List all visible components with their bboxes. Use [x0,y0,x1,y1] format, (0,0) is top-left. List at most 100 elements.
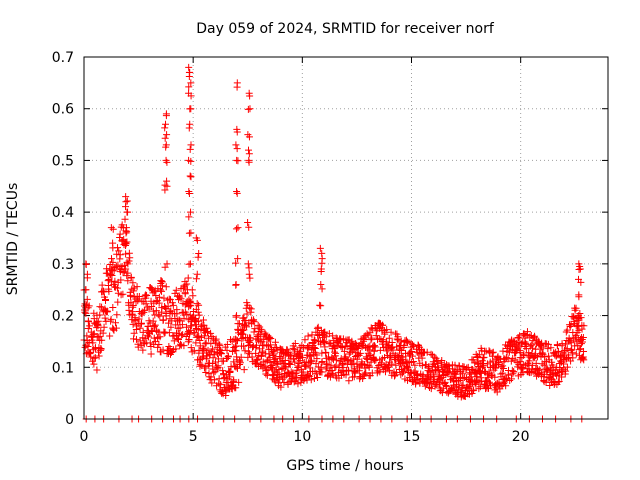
data-point [176,340,184,348]
data-point [371,342,379,350]
data-point [84,304,92,312]
data-point [237,325,245,333]
data-point [163,177,171,185]
data-point [223,341,231,349]
data-point [109,225,117,233]
data-point [310,343,318,351]
data-point [383,347,391,355]
data-point [94,333,102,341]
data-point [540,361,548,369]
data-point [209,354,217,362]
data-point [244,218,252,226]
data-point [345,350,353,358]
data-point [511,341,519,349]
data-point [261,362,269,370]
data-point [86,322,94,330]
data-point [402,362,410,370]
data-point [232,313,240,321]
data-point [332,334,340,342]
data-point [400,367,408,375]
data-point [502,382,510,390]
data-point [263,357,271,365]
data-point [230,377,238,385]
data-point [292,369,300,377]
data-point [200,332,208,340]
data-point [164,302,172,310]
data-point [267,334,275,342]
data-point [415,342,423,350]
data-point [192,321,200,329]
data-point [122,240,130,248]
data-point [192,339,200,347]
data-point [95,352,103,360]
data-point [113,311,121,319]
data-point [85,318,93,326]
data-point [501,376,509,384]
data-point [90,360,98,368]
data-point [245,270,253,278]
data-point [394,336,402,344]
data-point [96,311,104,319]
data-point [176,317,184,325]
data-point [299,368,307,376]
data-point [157,277,165,285]
y-tick-label: 0.5 [52,153,74,169]
data-point [167,323,175,331]
data-point [125,306,133,314]
data-point [306,352,314,360]
data-point [366,329,374,337]
x-tick-label: 20 [512,429,530,445]
data-point [179,284,187,292]
data-point [114,298,122,306]
data-point [179,331,187,339]
data-point [336,336,344,344]
data-point [163,260,171,268]
data-point [130,329,138,337]
data-point [197,333,205,341]
data-point [210,369,218,377]
data-point [187,92,195,100]
data-point [464,363,472,371]
data-point [371,357,379,365]
data-point [192,324,200,332]
data-point [185,124,193,132]
data-point [136,324,144,332]
data-point [453,389,461,397]
data-point [207,329,215,337]
data-point [322,333,330,341]
data-point [181,281,189,289]
data-point [316,244,324,252]
data-point [562,340,570,348]
data-point [318,285,326,293]
data-point [351,367,359,375]
data-point [133,283,141,291]
data-point [574,312,582,320]
data-point [313,355,321,363]
data-point [312,328,320,336]
data-point [348,337,356,345]
data-point [111,277,119,285]
data-point [387,328,395,336]
data-point [297,347,305,355]
data-point [441,378,449,386]
data-point [580,322,588,330]
plot-frame [83,56,609,420]
data-point [152,298,160,306]
data-point [409,352,416,360]
data-point [307,376,315,384]
data-point [87,353,95,361]
data-point [97,345,105,353]
data-point [510,368,518,376]
data-point [193,236,201,244]
data-point [234,255,242,263]
data-point [398,369,406,377]
data-point [383,326,391,334]
data-point [322,349,330,357]
data-point [232,281,240,289]
y-tick-label: 0.1 [52,360,74,376]
data-point [157,286,165,294]
data-point [523,328,531,336]
data-point [317,267,325,275]
data-point [263,371,271,379]
data-point [108,255,116,263]
